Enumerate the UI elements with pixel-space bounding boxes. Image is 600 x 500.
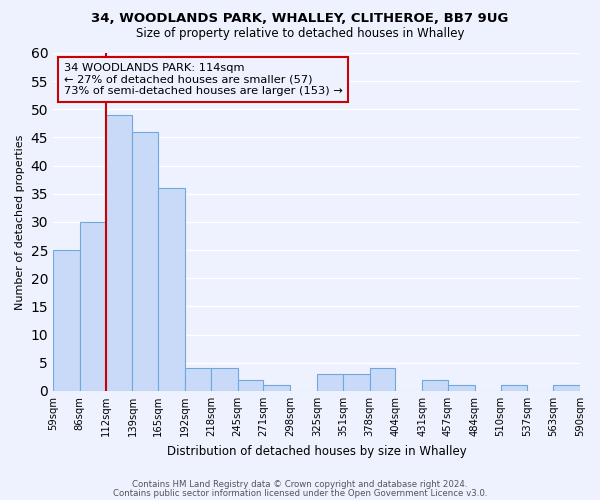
Text: 34 WOODLANDS PARK: 114sqm
← 27% of detached houses are smaller (57)
73% of semi-: 34 WOODLANDS PARK: 114sqm ← 27% of detac… [64,63,343,96]
Y-axis label: Number of detached properties: Number of detached properties [15,134,25,310]
Bar [317,374,343,391]
Bar [370,368,395,391]
Text: Contains public sector information licensed under the Open Government Licence v3: Contains public sector information licen… [113,488,487,498]
Bar [158,188,185,391]
Bar [500,386,527,391]
X-axis label: Distribution of detached houses by size in Whalley: Distribution of detached houses by size … [167,444,466,458]
Text: 34, WOODLANDS PARK, WHALLEY, CLITHEROE, BB7 9UG: 34, WOODLANDS PARK, WHALLEY, CLITHEROE, … [91,12,509,26]
Bar [343,374,370,391]
Bar [553,386,580,391]
Bar [185,368,211,391]
Bar [422,380,448,391]
Bar [211,368,238,391]
Text: Contains HM Land Registry data © Crown copyright and database right 2024.: Contains HM Land Registry data © Crown c… [132,480,468,489]
Bar [448,386,475,391]
Bar [133,132,158,391]
Text: Size of property relative to detached houses in Whalley: Size of property relative to detached ho… [136,28,464,40]
Bar [106,115,133,391]
Bar [238,380,263,391]
Bar [53,250,80,391]
Bar [263,386,290,391]
Bar [80,222,106,391]
